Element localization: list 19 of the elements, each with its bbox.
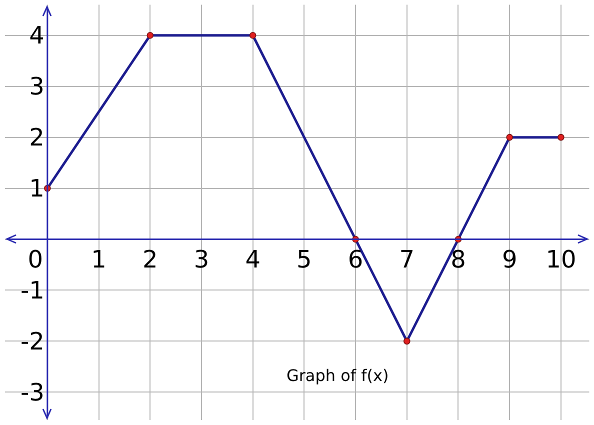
y-tick-label: 4 (29, 22, 44, 50)
x-tick-label: 7 (399, 245, 415, 274)
x-tick-label: 2 (142, 245, 158, 274)
y-tick-label: -1 (20, 276, 44, 304)
y-tick-label: 3 (29, 72, 44, 101)
x-tick-label: 6 (348, 245, 364, 274)
x-tick-label: 3 (194, 245, 210, 274)
annotation: Graph of f(x) (286, 366, 389, 386)
y-tick-label: -3 (20, 378, 44, 406)
x-tick-label: 0 (28, 245, 44, 274)
x-tick-label: 10 (546, 245, 576, 274)
x-tick-label: 5 (296, 245, 312, 274)
y-tick-label: 1 (29, 174, 44, 203)
x-tick-label: 8 (450, 245, 466, 274)
x-tick-label: 9 (502, 245, 518, 274)
y-tick-label: 2 (29, 124, 44, 152)
x-tick-label: 4 (245, 245, 260, 274)
x-tick-label: 1 (91, 245, 106, 274)
y-tick-label: -2 (20, 327, 44, 356)
